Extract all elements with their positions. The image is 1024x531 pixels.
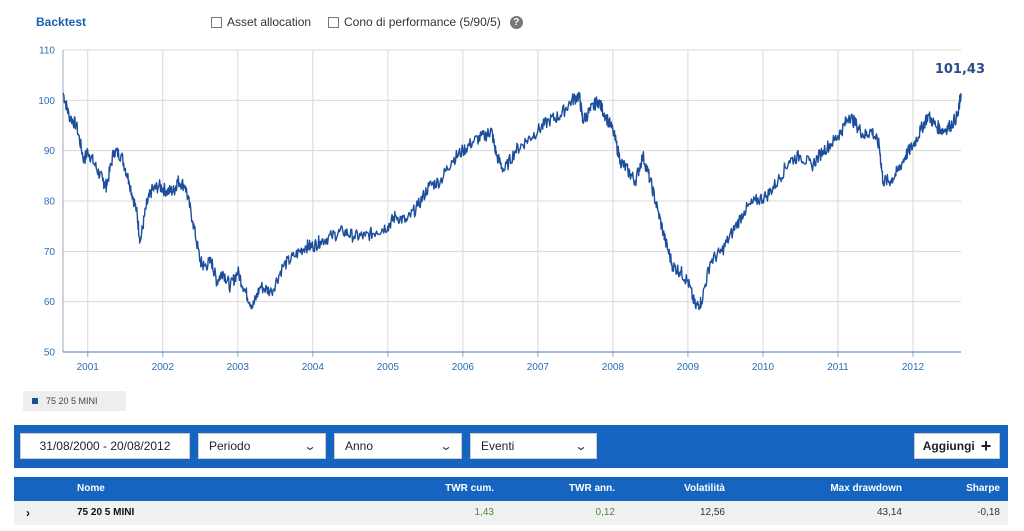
legend-label: 75 20 5 MINI <box>46 396 98 406</box>
x-tick-label: 2009 <box>677 362 700 373</box>
y-tick-label: 90 <box>44 146 56 157</box>
chart-legend[interactable]: 75 20 5 MINI <box>23 391 126 411</box>
row-twr-ann: 0,12 <box>595 507 615 518</box>
date-range-value: 31/08/2000 - 20/08/2012 <box>39 439 171 453</box>
cono-performance-checkbox[interactable] <box>328 16 339 28</box>
y-tick-label: 100 <box>38 96 55 107</box>
eventi-select[interactable]: Eventi ⌄ <box>470 433 597 459</box>
chevron-down-icon: ⌄ <box>303 439 317 453</box>
periodo-select-label: Periodo <box>209 439 251 453</box>
header-max-drawdown[interactable]: Max drawdown <box>830 483 902 494</box>
header-sharpe[interactable]: Sharpe <box>966 483 1000 494</box>
asset-allocation-option[interactable]: Asset allocation <box>211 15 311 29</box>
x-tick-label: 2002 <box>152 362 175 373</box>
date-range-input[interactable]: 31/08/2000 - 20/08/2012 <box>20 433 190 459</box>
backtest-tab[interactable]: Backtest <box>36 15 87 29</box>
chart-grid <box>62 49 961 357</box>
row-sharpe: -0,18 <box>977 507 1000 518</box>
x-tick-label: 2003 <box>227 362 250 373</box>
plus-icon: + <box>980 436 992 456</box>
y-tick-label: 50 <box>44 348 56 359</box>
row-max-drawdown: 43,14 <box>876 507 902 518</box>
last-value-label: 101,43 <box>935 62 985 77</box>
header-nome[interactable]: Nome <box>77 483 105 494</box>
x-tick-label: 2007 <box>527 362 550 373</box>
cono-performance-label: Cono di performance (5/90/5) <box>344 15 501 29</box>
x-tick-label: 2008 <box>602 362 625 373</box>
y-tick-label: 60 <box>44 297 56 308</box>
question-circle-icon[interactable]: ? <box>509 15 523 29</box>
y-tick-label: 80 <box>44 197 56 208</box>
chart-annotations: 101,43 <box>935 62 985 77</box>
anno-select[interactable]: Anno ⌄ <box>334 433 462 459</box>
periodo-select[interactable]: Periodo ⌄ <box>198 433 326 459</box>
asset-allocation-label: Asset allocation <box>227 15 312 29</box>
x-tick-label: 2006 <box>452 362 475 373</box>
header-volatilita[interactable]: Volatilità <box>684 483 725 494</box>
row-volatilita: 12,56 <box>699 507 725 518</box>
row-nome: 75 20 5 MINI <box>77 507 135 518</box>
x-axis-ticks: 2001 2002 2003 2004 2005 2006 2007 2008 2009 2010… <box>77 362 925 373</box>
row-twr-cum: 1,43 <box>474 507 494 518</box>
series-line-0 <box>62 91 962 311</box>
header-twr-ann[interactable]: TWR ann. <box>568 483 615 494</box>
add-button-label: Aggiungi <box>922 439 975 453</box>
x-tick-label: 2010 <box>752 362 775 373</box>
x-tick-label: 2001 <box>77 362 100 373</box>
chevron-down-icon: ⌄ <box>574 439 588 453</box>
x-tick-label: 2012 <box>902 362 925 373</box>
table-header: Nome TWR cum. TWR ann. Volatilità Max dr… <box>14 477 1008 501</box>
legend-swatch <box>32 398 38 404</box>
header-twr-cum[interactable]: TWR cum. <box>445 483 494 494</box>
x-tick-label: 2004 <box>302 362 325 373</box>
table-row[interactable]: › 75 20 5 MINI 1,43 0,12 12,56 43,14 -0,… <box>14 501 1008 525</box>
add-button[interactable]: Aggiungi + <box>914 433 1000 459</box>
chevron-right-icon[interactable]: › <box>26 506 30 520</box>
anno-select-label: Anno <box>345 439 374 453</box>
y-axis-ticks: 50 60 70 80 90 100 110 <box>38 46 55 359</box>
y-tick-label: 70 <box>44 247 56 258</box>
chevron-down-icon: ⌄ <box>439 439 453 453</box>
x-tick-label: 2005 <box>377 362 400 373</box>
cono-performance-option[interactable]: Cono di performance (5/90/5) ? <box>328 15 523 29</box>
x-tick-label: 2011 <box>827 362 849 373</box>
eventi-select-label: Eventi <box>481 439 515 453</box>
filter-toolbar: 31/08/2000 - 20/08/2012 Periodo ⌄ Anno ⌄… <box>14 425 1008 468</box>
asset-allocation-checkbox[interactable] <box>211 16 222 28</box>
results-table: Nome TWR cum. TWR ann. Volatilità Max dr… <box>14 477 1008 525</box>
y-tick-label: 110 <box>39 46 55 57</box>
chart-series <box>62 91 962 311</box>
